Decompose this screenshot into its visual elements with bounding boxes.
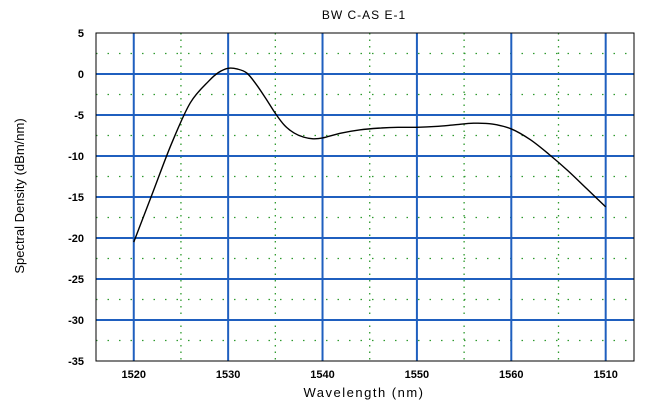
- y-tick-label: -35: [68, 356, 84, 368]
- y-tick-label: -20: [68, 233, 84, 245]
- plot-frame: [95, 32, 635, 362]
- x-axis-label: Wavelength (nm): [304, 385, 425, 400]
- x-axis-ticks: 1520 1530 1540 1550 1560 1510: [122, 369, 618, 381]
- minor-grid: [96, 33, 634, 361]
- x-tick-label: 1540: [310, 369, 334, 381]
- y-tick-label: 5: [78, 28, 84, 40]
- y-tick-label: -25: [68, 274, 84, 286]
- x-tick-label: 1510: [593, 369, 617, 381]
- y-tick-label: -30: [68, 315, 84, 327]
- y-tick-label: 0: [78, 69, 84, 81]
- y-axis-ticks: 5 0 -5 -10 -15 -20 -25 -30 -35: [68, 28, 84, 368]
- y-tick-label: -10: [68, 151, 84, 163]
- x-tick-label: 1550: [405, 369, 429, 381]
- y-tick-label: -15: [68, 192, 84, 204]
- chart-title: BW C-AS E-1: [322, 8, 406, 22]
- major-grid: [96, 33, 634, 361]
- x-tick-label: 1520: [122, 369, 146, 381]
- x-tick-label: 1530: [216, 369, 240, 381]
- y-tick-label: -5: [74, 110, 84, 122]
- x-tick-label: 1560: [499, 369, 523, 381]
- y-axis-label: Spectral Density (dBm/nm): [12, 118, 27, 273]
- series-line: [133, 67, 607, 243]
